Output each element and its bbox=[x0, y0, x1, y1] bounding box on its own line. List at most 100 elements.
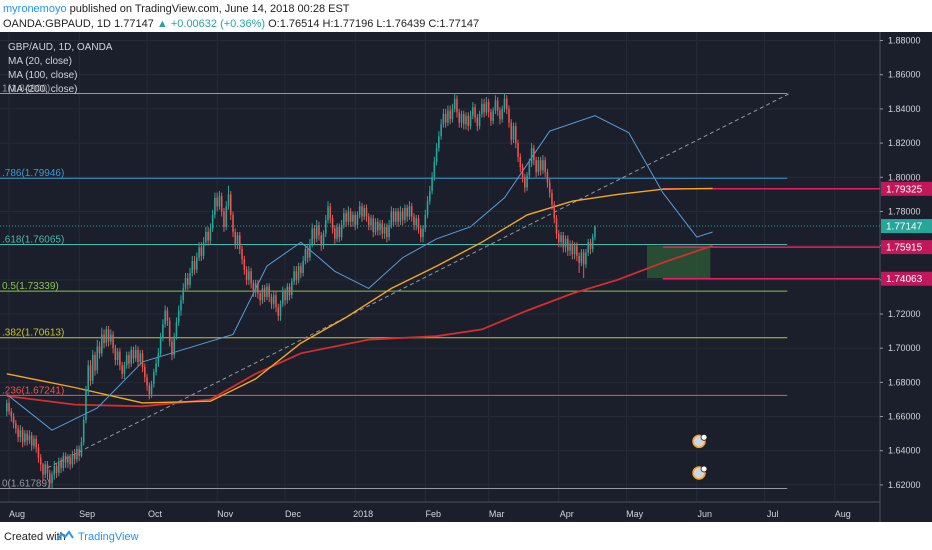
candle-body bbox=[410, 206, 413, 217]
candle-body bbox=[324, 220, 327, 234]
candle-body bbox=[270, 296, 273, 304]
legend-ma100[interactable]: MA (100, close) bbox=[8, 70, 78, 81]
legend-ma20[interactable]: MA (20, close) bbox=[8, 56, 72, 67]
candle-body bbox=[345, 213, 347, 222]
candle-body bbox=[295, 271, 298, 280]
candle-body bbox=[250, 271, 252, 284]
price-tick-label: 1.70000 bbox=[888, 343, 921, 353]
candle-body bbox=[15, 423, 17, 429]
candle-body bbox=[177, 310, 180, 323]
candle-body bbox=[252, 283, 255, 292]
symbol-label: OANDA:GBPAUD, 1D bbox=[3, 18, 111, 30]
candle-body bbox=[5, 402, 8, 412]
candle-body bbox=[490, 112, 492, 121]
high-value: 1.77196 bbox=[333, 18, 374, 30]
candle-body bbox=[248, 271, 250, 280]
candle-body bbox=[58, 460, 60, 473]
candle-body bbox=[510, 122, 513, 140]
footer-bar: Created with TradingView bbox=[0, 522, 932, 550]
candle-body bbox=[67, 457, 69, 463]
candle-body bbox=[505, 98, 508, 109]
price-tick-label: 1.86000 bbox=[888, 70, 921, 80]
created-with-text: Created with bbox=[4, 531, 66, 543]
chart-area[interactable]: 1(1.84900) .786(1.79946) .618(1.76065) 0.5(… bbox=[0, 32, 932, 522]
candle-body bbox=[465, 115, 467, 125]
legend-ma200[interactable]: MA (200, close) bbox=[8, 84, 78, 95]
candle-body bbox=[426, 201, 429, 215]
candle-body bbox=[105, 329, 108, 344]
candle-body bbox=[164, 310, 166, 325]
price-tick-label: 1.62000 bbox=[888, 480, 921, 490]
candle-body bbox=[114, 348, 117, 361]
candle-body bbox=[132, 349, 135, 359]
time-tick-label: Mar bbox=[489, 509, 505, 519]
candle-body bbox=[19, 430, 22, 438]
ohlc-line: OANDA:GBPAUD, 1D 1.77147 ▲ +0.00632 (+0.… bbox=[3, 18, 479, 30]
price-tag-label: 1.75915 bbox=[886, 243, 923, 254]
candle-body bbox=[218, 196, 221, 207]
candle-body bbox=[162, 324, 164, 338]
tradingview-brand[interactable]: TradingView bbox=[78, 531, 139, 543]
candle-body bbox=[245, 269, 248, 280]
candle-body bbox=[98, 346, 101, 354]
candle-body bbox=[302, 261, 304, 273]
candle-body bbox=[134, 349, 137, 359]
legend-title: GBP/AUD, 1D, OANDA bbox=[8, 42, 113, 53]
candle-body bbox=[254, 283, 257, 292]
candle-body bbox=[512, 126, 515, 140]
support-zone-box bbox=[646, 245, 711, 279]
fib-level-label: 0.5(1.73339) bbox=[2, 281, 59, 292]
author-link[interactable]: myronemoyo bbox=[3, 3, 67, 15]
candle-body bbox=[311, 228, 313, 244]
candle-body bbox=[48, 472, 51, 484]
candle-body bbox=[419, 228, 422, 238]
candle-body bbox=[202, 242, 205, 256]
candle-body bbox=[53, 466, 56, 475]
candle-body bbox=[297, 266, 300, 280]
price-change: +0.00632 (+0.36%) bbox=[170, 18, 266, 30]
candle-body bbox=[157, 353, 160, 364]
price-tick-label: 1.78000 bbox=[888, 206, 921, 216]
candle-body bbox=[243, 259, 246, 270]
candle-body bbox=[209, 228, 212, 241]
candle-body bbox=[137, 349, 139, 362]
candle-body bbox=[103, 334, 105, 344]
candle-body bbox=[216, 197, 218, 207]
candle-body bbox=[227, 194, 230, 207]
candle-body bbox=[119, 351, 121, 366]
candle-body bbox=[388, 225, 390, 238]
candle-body bbox=[141, 353, 144, 367]
candle-body bbox=[551, 192, 553, 205]
event-count-badge bbox=[700, 465, 708, 473]
up-arrow-icon: ▲ bbox=[156, 18, 168, 30]
candle-body bbox=[327, 206, 329, 220]
candle-body bbox=[94, 355, 96, 371]
candle-body bbox=[433, 161, 436, 178]
candle-body bbox=[589, 242, 592, 250]
candle-body bbox=[293, 271, 295, 282]
close-value: 1.77147 bbox=[439, 18, 480, 30]
candle-body bbox=[449, 110, 451, 120]
candle-body bbox=[205, 231, 207, 243]
candle-body bbox=[435, 148, 438, 162]
candle-body bbox=[148, 385, 151, 395]
candle-body bbox=[175, 322, 178, 337]
candle-body bbox=[236, 235, 239, 244]
price-tick-label: 1.66000 bbox=[888, 412, 921, 422]
candle-body bbox=[580, 252, 583, 263]
candle-body bbox=[376, 221, 379, 231]
publish-line: myronemoyo published on TradingView.com,… bbox=[3, 3, 350, 15]
candle-body bbox=[146, 377, 148, 386]
time-tick-label: 2018 bbox=[353, 509, 373, 519]
candle-body bbox=[381, 223, 384, 234]
price-chart[interactable]: 1(1.84900) .786(1.79946) .618(1.76065) 0.5(… bbox=[0, 32, 932, 522]
candle-body bbox=[107, 329, 110, 342]
candle-body bbox=[503, 98, 506, 109]
candle-body bbox=[429, 190, 431, 202]
candle-body bbox=[37, 447, 40, 458]
candle-body bbox=[116, 351, 119, 361]
candle-body bbox=[44, 464, 47, 475]
candle-body bbox=[257, 283, 259, 294]
candle-body bbox=[182, 288, 185, 301]
price-tick-label: 1.64000 bbox=[888, 446, 921, 456]
